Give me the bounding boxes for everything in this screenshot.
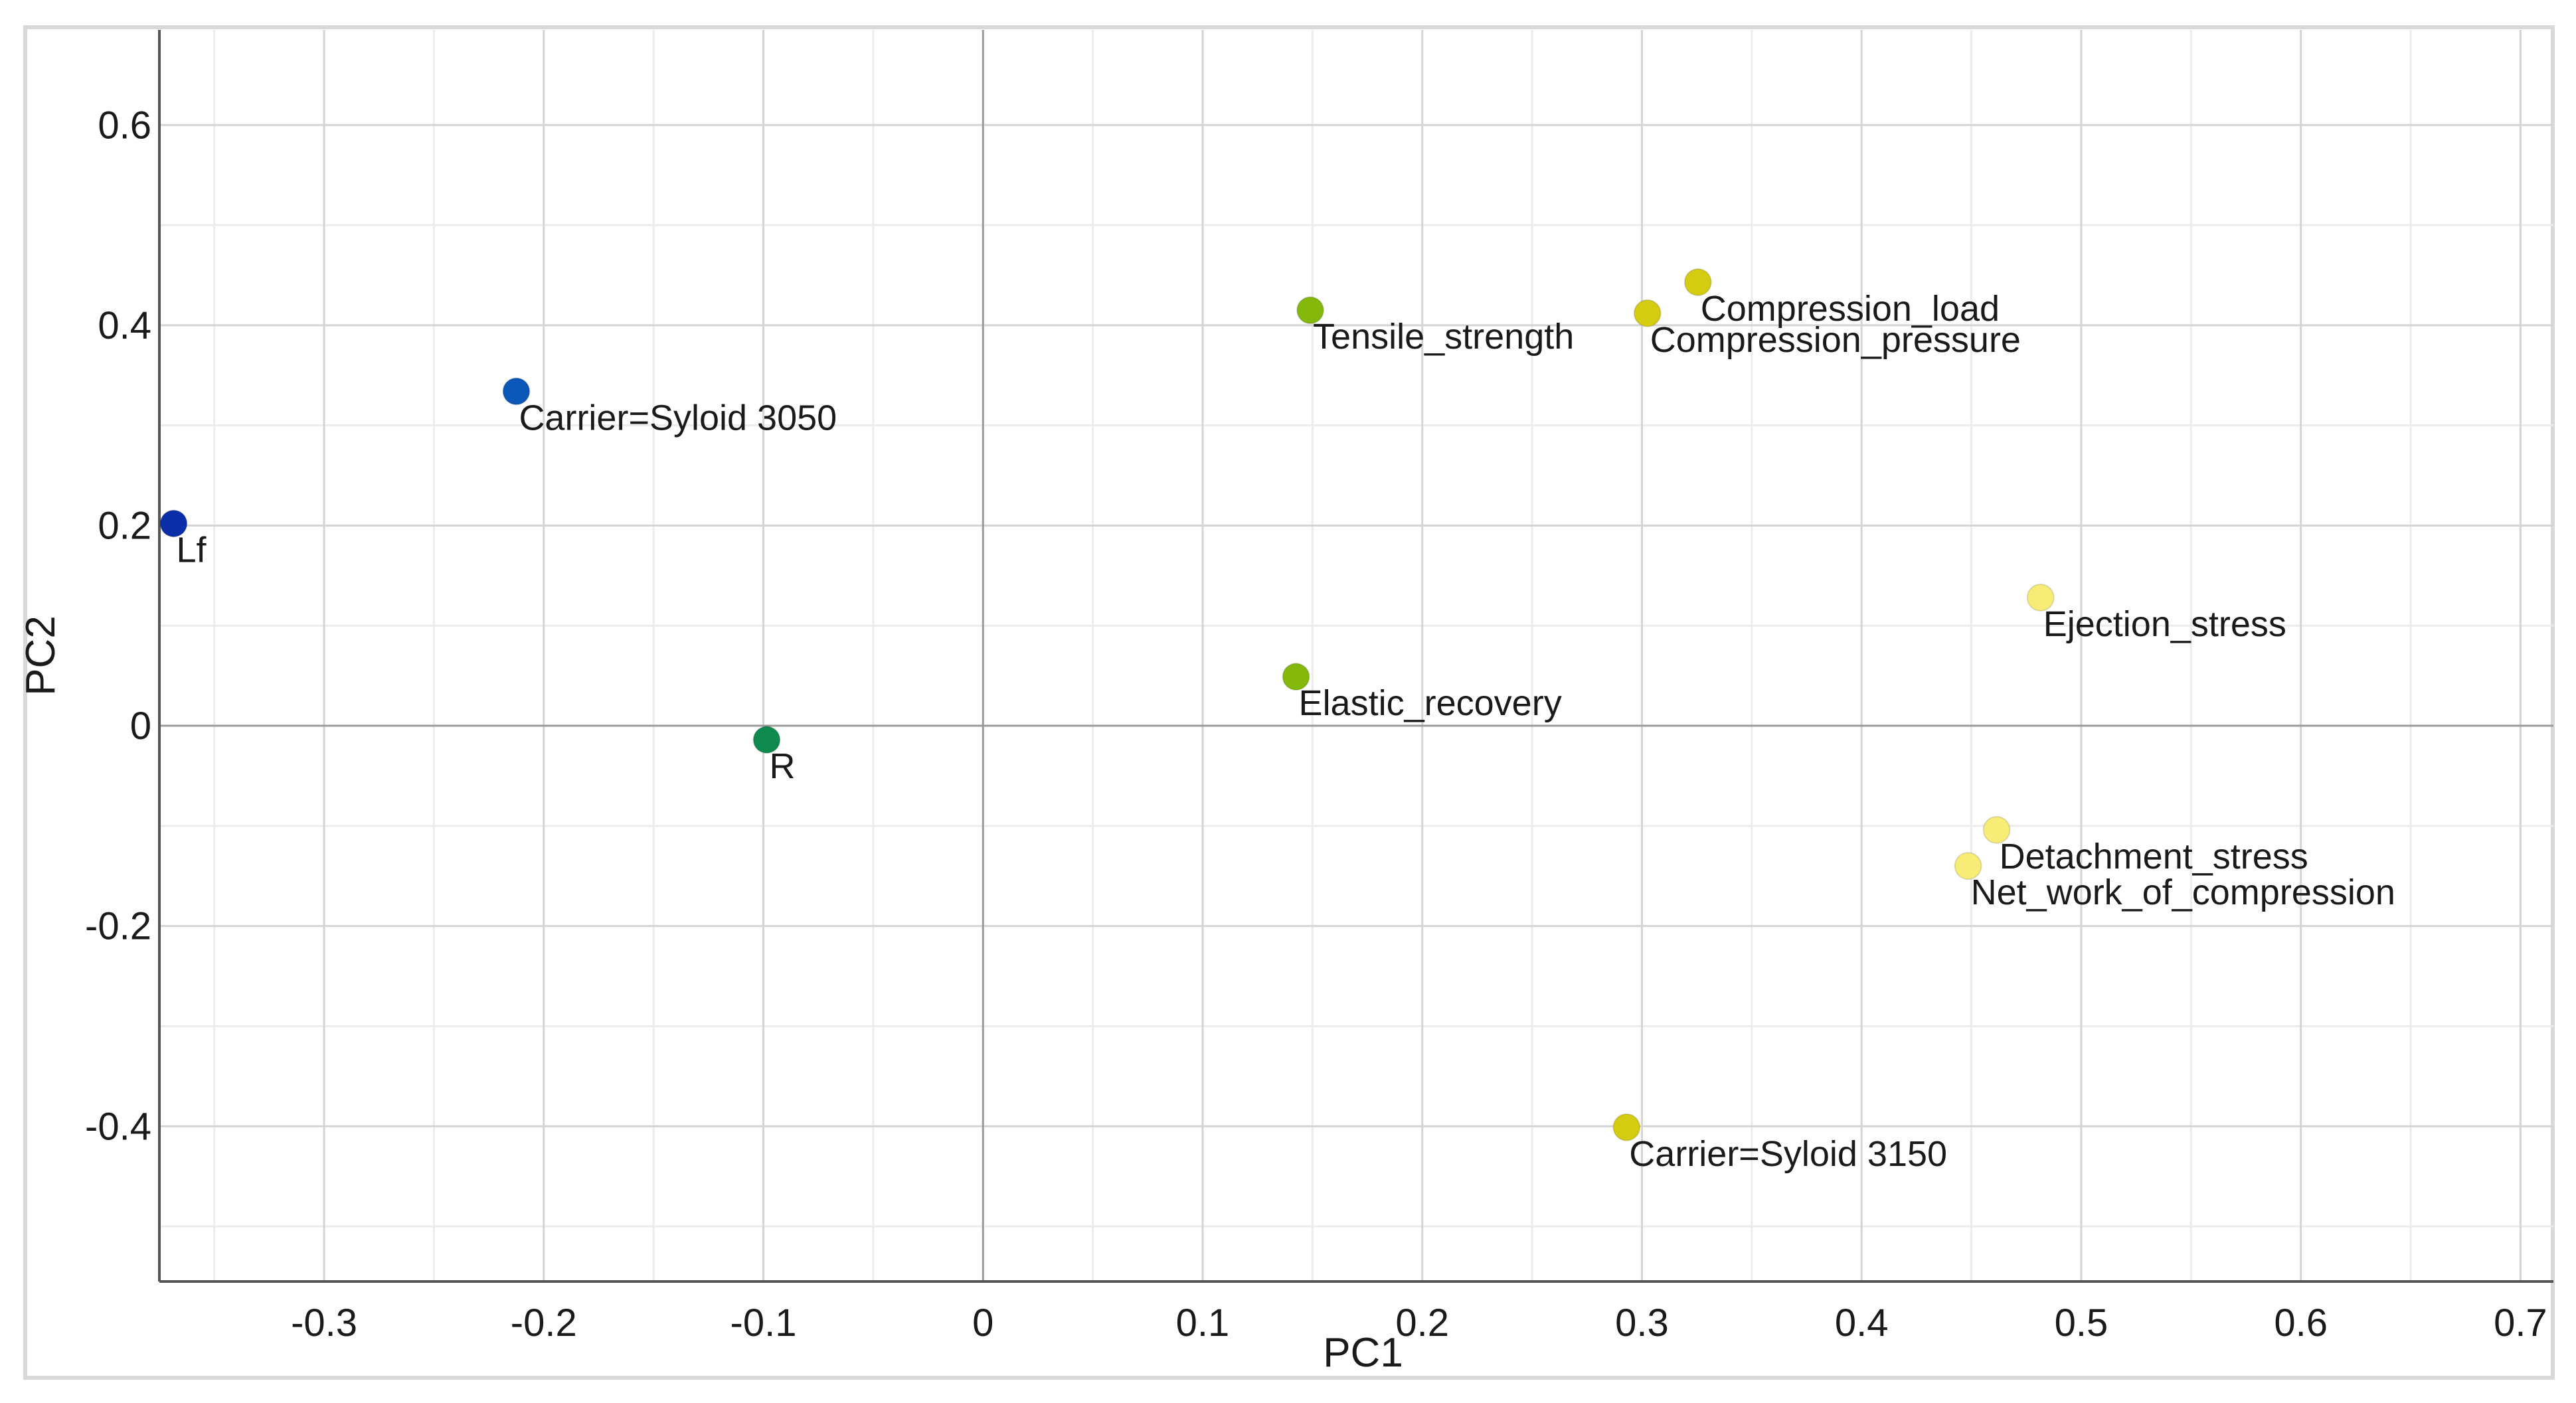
point-label: Compression_load [1701,289,2000,329]
x-tick-label: -0.1 [730,1301,797,1345]
x-tick-label: 0 [972,1301,993,1345]
data-point [1683,268,1712,297]
y-tick-label: -0.2 [85,905,151,948]
data-point [752,726,781,754]
point-label: Detachment_stress [2000,837,2308,876]
y-tick-label: -0.4 [85,1105,151,1148]
chart-frame [23,25,2555,1380]
data-point [1633,299,1662,327]
data-point [502,377,531,406]
data-point [159,509,188,538]
point-label: Compression_pressure [1650,320,2021,360]
data-point [1982,815,2011,844]
data-point [1282,663,1310,691]
point-label: Ejection_stress [2043,604,2286,644]
x-tick-label: 0.5 [2055,1301,2108,1345]
point-label: Elastic_recovery [1299,683,1562,723]
x-tick-label: 0.3 [1615,1301,1669,1345]
point-label: Carrier=Syloid 3050 [519,398,837,438]
y-tick-label: 0.2 [98,504,151,547]
point-labels: Lf Carrier=Syloid 3050 R Tensile_strength El… [176,289,2395,1174]
data-point [1296,296,1325,325]
x-axis-title: PC1 [1323,1330,1403,1376]
tick-labels: -0.3 -0.2 -0.1 0 0.1 0.2 0.3 0.4 0.5 0.6 0.7 -0.4 -0… [85,104,2547,1345]
y-tick-label: 0.4 [98,304,151,347]
x-tick-label: 0.1 [1176,1301,1230,1345]
y-tick-label: 0.6 [98,104,151,147]
y-tick-label: 0 [130,704,151,748]
data-point [1612,1113,1641,1141]
point-label: Tensile_strength [1313,317,1574,357]
data-point [1954,852,1982,880]
data-points [159,268,2055,1141]
data-point [2026,584,2055,612]
y-axis-title: PC2 [18,616,64,696]
zero-lines [159,30,2553,1281]
point-label: R [769,746,795,786]
x-tick-label: 0.4 [1835,1301,1889,1345]
point-label: Carrier=Syloid 3150 [1629,1134,1947,1174]
x-tick-label: -0.2 [511,1301,577,1345]
axes [158,30,2553,1283]
x-tick-label: 0.7 [2494,1301,2547,1345]
x-tick-label: 0.6 [2274,1301,2328,1345]
x-tick-label: 0.2 [1395,1301,1449,1345]
point-label: Lf [176,530,207,570]
grid-layer [159,30,2553,1281]
point-label: Net_work_of_compression [1971,872,2395,912]
x-tick-label: -0.3 [291,1301,357,1345]
